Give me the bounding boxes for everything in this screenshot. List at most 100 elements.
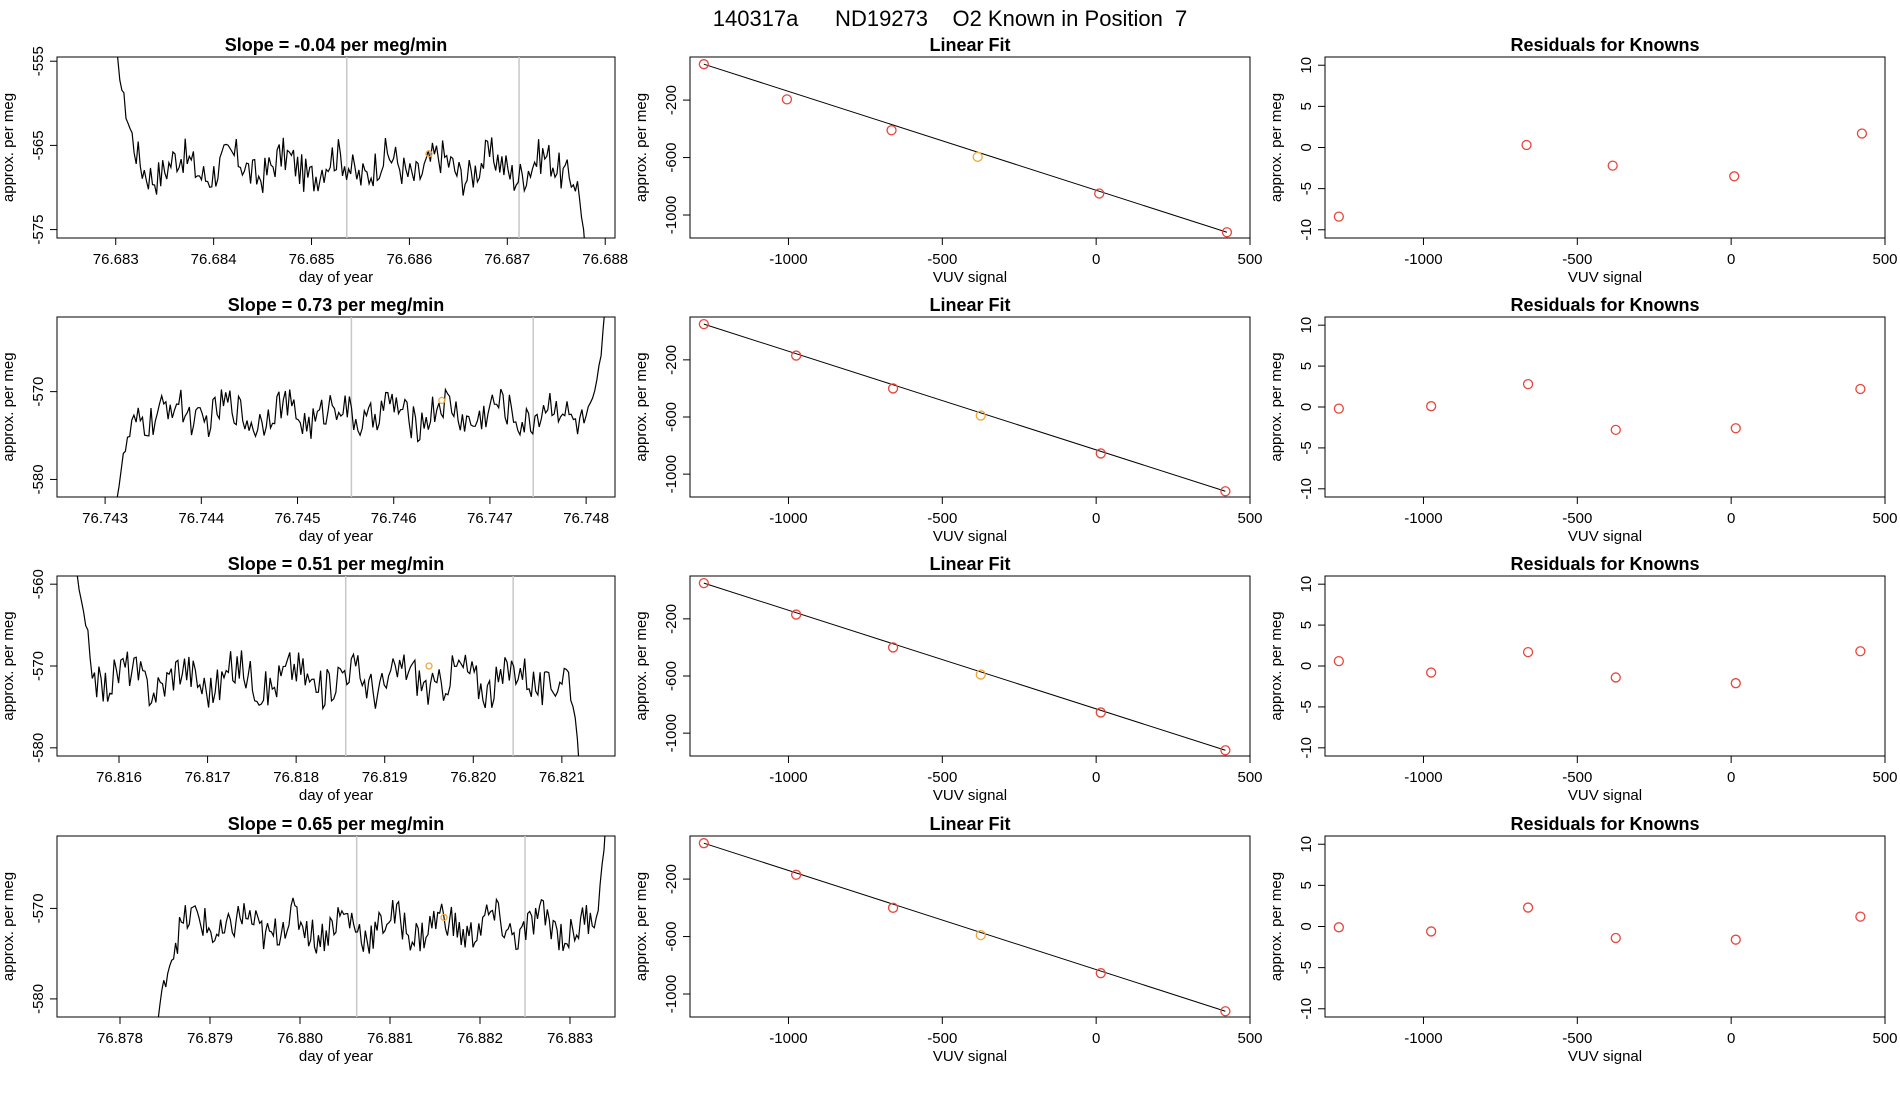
panel-fit-1: Linear Fit -1000 -500 0 500 VUV signal -200 -60… xyxy=(633,295,1263,545)
y-axis-label: approx. per meg xyxy=(0,93,17,202)
plot-frame xyxy=(1324,835,1886,1018)
known-point xyxy=(887,383,899,394)
y-axis-label: approx. per meg xyxy=(0,352,17,461)
x-axis-label: day of year xyxy=(299,269,373,286)
known-point xyxy=(1729,171,1740,182)
x-tick-label: 76.879 xyxy=(187,1030,233,1047)
plot-title: Slope = 0.65 per meg/min xyxy=(228,814,445,834)
y-tick-label: -580 xyxy=(30,464,47,494)
known-point xyxy=(1426,401,1437,412)
plot-area xyxy=(698,577,1231,756)
plot-title: Residuals for Knowns xyxy=(1510,295,1699,315)
plot-title: Linear Fit xyxy=(929,295,1010,315)
y-tick-label: -600 xyxy=(663,143,680,173)
known-point xyxy=(886,125,897,136)
known-point xyxy=(1333,922,1344,933)
y-axis-label: approx. per meg xyxy=(1268,611,1285,720)
highlight-point xyxy=(425,150,433,158)
x-tick-label: 0 xyxy=(1727,510,1735,527)
x-tick-label: -500 xyxy=(1562,1030,1592,1047)
x-tick-label: 76.686 xyxy=(386,251,432,268)
y-tick-label: -1000 xyxy=(663,975,680,1013)
x-tick-label: 76.817 xyxy=(185,769,231,786)
y-axis-label: approx. per meg xyxy=(1268,872,1285,981)
plot-frame xyxy=(1324,316,1886,498)
known-point xyxy=(1426,926,1437,937)
y-tick-label: -560 xyxy=(30,569,47,599)
x-axis-label: VUV signal xyxy=(933,787,1007,804)
x-tick-label: 76.880 xyxy=(277,1030,323,1047)
plot-area xyxy=(116,317,605,497)
y-tick-label: 0 xyxy=(1298,143,1315,151)
y-tick-label: 5 xyxy=(1298,102,1315,110)
plot-area xyxy=(698,838,1231,1017)
plot-title: Slope = 0.51 per meg/min xyxy=(228,554,445,574)
known-point xyxy=(781,94,793,105)
x-tick-label: 76.816 xyxy=(96,769,142,786)
y-tick-label: 0 xyxy=(1298,662,1315,670)
plot-area xyxy=(157,836,606,1017)
data-trace xyxy=(157,836,606,1017)
panels: Slope = -0.04 per meg/min 76.683 76.684 76.… xyxy=(0,35,1898,1065)
y-tick-label: 10 xyxy=(1298,836,1315,853)
x-tick-label: 0 xyxy=(1727,251,1735,268)
y-axis-label: approx. per meg xyxy=(0,611,17,720)
y-axis-label: approx. per meg xyxy=(633,611,650,720)
y-tick-label: -1000 xyxy=(663,714,680,752)
x-tick-label: 500 xyxy=(1237,769,1262,786)
x-tick-label: -500 xyxy=(927,1030,957,1047)
plot-frame xyxy=(689,316,1251,498)
panel-time-3: Slope = 0.65 per meg/min 76.878 76.879 76.8… xyxy=(0,814,616,1065)
plot-title: Residuals for Knowns xyxy=(1510,554,1699,574)
y-tick-label: 5 xyxy=(1298,621,1315,629)
x-tick-label: 76.746 xyxy=(371,510,417,527)
known-point xyxy=(1522,646,1534,658)
x-tick-label: 500 xyxy=(1237,251,1262,268)
known-point xyxy=(1607,160,1618,171)
data-trace xyxy=(116,317,605,497)
x-tick-label: 500 xyxy=(1872,1030,1897,1047)
panel-time-2: Slope = 0.51 per meg/min 76.816 76.817 76.8… xyxy=(0,554,616,804)
highlight-point xyxy=(425,662,433,670)
x-tick-label: 76.687 xyxy=(484,251,530,268)
y-tick-label: -600 xyxy=(663,661,680,691)
y-tick-label: -575 xyxy=(30,215,47,245)
x-tick-label: 76.881 xyxy=(367,1030,413,1047)
known-point xyxy=(1333,403,1344,414)
x-tick-label: 76.821 xyxy=(539,769,585,786)
y-tick-label: 10 xyxy=(1298,317,1315,334)
panel-resid-1: Residuals for Knowns -1000 -500 0 500 VUV sig… xyxy=(1268,295,1898,545)
y-tick-label: -10 xyxy=(1298,998,1315,1020)
x-tick-label: 500 xyxy=(1872,769,1897,786)
x-tick-label: 500 xyxy=(1872,251,1897,268)
fit-line xyxy=(703,582,1226,751)
page-title: 140317a ND19273 O2 Known in Position 7 xyxy=(713,6,1188,31)
known-point xyxy=(1220,745,1231,756)
plot-area xyxy=(1333,128,1868,222)
y-tick-label: -10 xyxy=(1298,737,1315,759)
known-point xyxy=(1094,188,1105,199)
y-axis-label: approx. per meg xyxy=(1268,352,1285,461)
known-point xyxy=(698,838,709,849)
y-tick-label: -200 xyxy=(663,864,680,894)
x-tick-label: -1000 xyxy=(769,769,807,786)
y-axis-label: approx. per meg xyxy=(633,93,650,202)
x-tick-label: 76.818 xyxy=(273,769,319,786)
x-tick-label: 76.688 xyxy=(582,251,628,268)
y-tick-label: -580 xyxy=(30,733,47,763)
x-tick-label: 0 xyxy=(1727,769,1735,786)
x-tick-label: -500 xyxy=(927,769,957,786)
highlight-point xyxy=(975,929,986,941)
x-tick-label: 76.743 xyxy=(82,510,128,527)
y-tick-label: -600 xyxy=(663,922,680,952)
plot-title: Slope = -0.04 per meg/min xyxy=(225,35,448,55)
y-tick-label: -5 xyxy=(1298,441,1315,454)
x-tick-label: 0 xyxy=(1092,510,1100,527)
highlight-point xyxy=(975,410,986,421)
y-tick-label: -570 xyxy=(30,651,47,681)
x-axis-label: VUV signal xyxy=(1568,528,1642,545)
x-axis-label: day of year xyxy=(299,787,373,804)
known-point xyxy=(1522,378,1534,390)
x-tick-label: 500 xyxy=(1237,1030,1262,1047)
